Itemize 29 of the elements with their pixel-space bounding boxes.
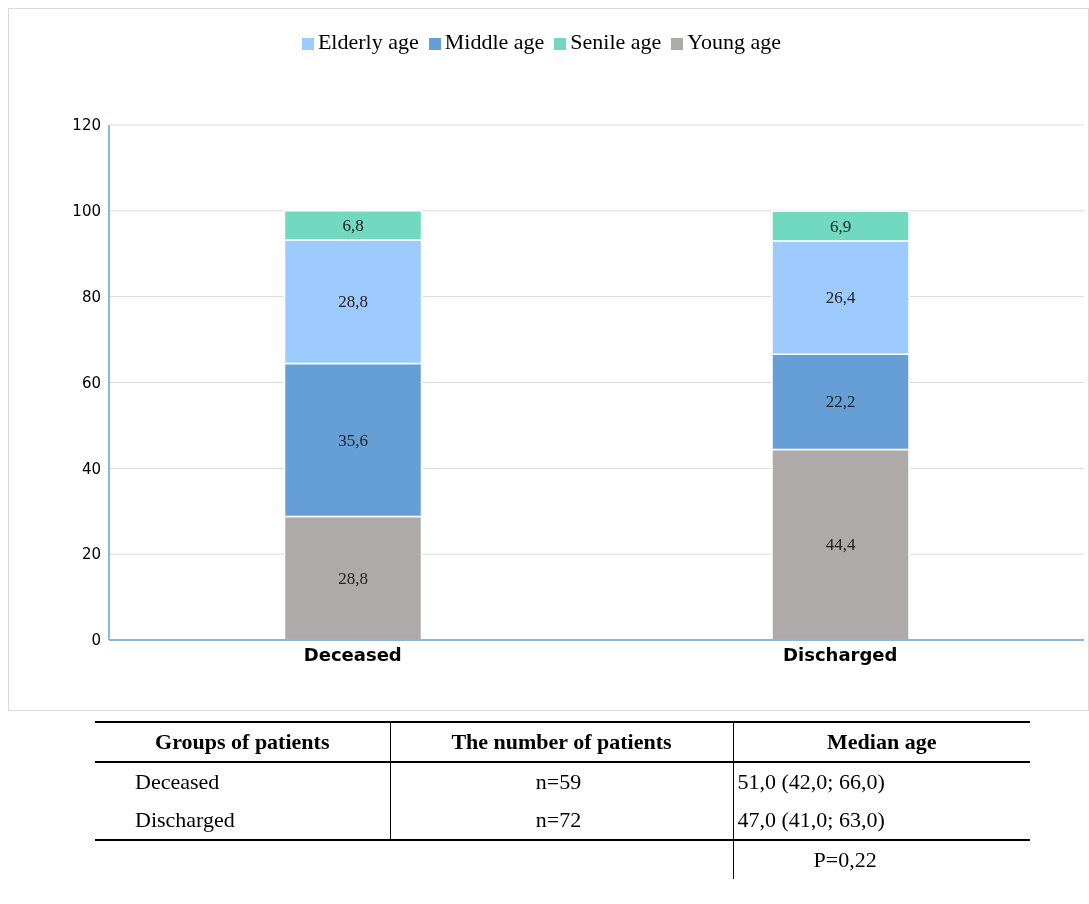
text: P=0,22 [733, 840, 1030, 879]
y-tick-label: 0 [91, 631, 101, 650]
text: Deceased [134, 768, 221, 796]
text: n=59 [390, 762, 733, 801]
y-tick-label: 60 [81, 373, 101, 392]
data-label: 44,4 [825, 535, 856, 555]
legend-label: Elderly age [317, 29, 419, 54]
data-label: 6,9 [829, 216, 852, 236]
legend-label: Senile age [570, 29, 662, 54]
legend-label: Middle age [444, 29, 545, 54]
text: n=72 [390, 801, 733, 840]
data-label: 28,8 [338, 568, 368, 588]
text: 51,0 (42,0; 66,0) [733, 762, 1030, 801]
text: Median age [733, 722, 1030, 762]
y-tick-label: 40 [81, 459, 101, 478]
text: The number of patients [390, 722, 733, 762]
text: 47,0 (41,0; 63,0) [733, 801, 1030, 840]
data-label: 28,8 [338, 292, 368, 312]
data-label: 22,2 [825, 392, 856, 412]
y-tick-label: 120 [72, 116, 101, 135]
data-label: 6,8 [342, 215, 364, 235]
text: Groups of patients [154, 728, 331, 756]
legend-label: Young age [687, 29, 782, 54]
data-label: 26,4 [825, 288, 856, 308]
y-tick-label: 20 [81, 545, 101, 564]
data-label: 35,6 [338, 430, 368, 450]
text: Discharged [134, 806, 236, 834]
y-tick-label: 80 [81, 287, 101, 306]
y-tick-label: 100 [72, 202, 101, 221]
